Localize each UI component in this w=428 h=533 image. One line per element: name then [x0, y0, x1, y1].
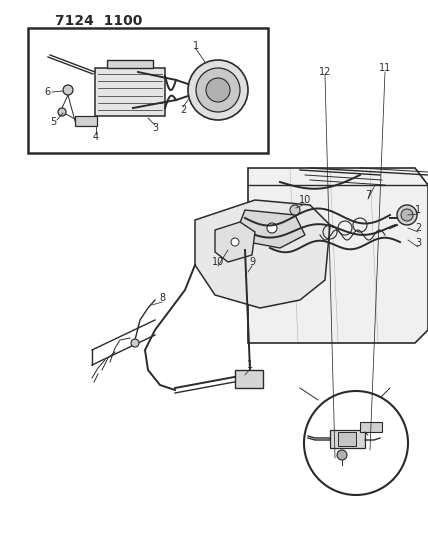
Polygon shape [215, 222, 255, 262]
Text: 10: 10 [299, 195, 311, 205]
Circle shape [196, 68, 240, 112]
Text: 12: 12 [319, 67, 331, 77]
Circle shape [231, 238, 239, 246]
Text: 3: 3 [415, 238, 421, 248]
Text: 10: 10 [212, 257, 224, 267]
Circle shape [401, 209, 413, 221]
Circle shape [290, 205, 300, 215]
Bar [338, 432, 356, 446]
Circle shape [337, 450, 347, 460]
Bar [360, 422, 382, 432]
Polygon shape [195, 200, 330, 308]
Text: 4: 4 [93, 132, 99, 142]
Bar [235, 370, 263, 388]
Text: 8: 8 [159, 293, 165, 303]
Circle shape [58, 108, 66, 116]
Text: 2: 2 [415, 223, 421, 233]
Text: 3: 3 [152, 123, 158, 133]
Text: 7: 7 [365, 190, 371, 200]
Circle shape [188, 60, 248, 120]
Text: 1: 1 [193, 41, 199, 51]
Bar [75, 116, 97, 126]
Circle shape [131, 339, 139, 347]
Bar [95, 68, 165, 116]
Text: 5: 5 [50, 117, 56, 127]
Polygon shape [248, 168, 428, 343]
Polygon shape [238, 210, 305, 248]
Text: 11: 11 [379, 63, 391, 73]
Bar [107, 60, 153, 68]
Text: 2: 2 [180, 105, 186, 115]
Text: 7124  1100: 7124 1100 [55, 14, 143, 28]
Bar [28, 28, 268, 153]
Text: 6: 6 [44, 87, 50, 97]
Text: 9: 9 [249, 257, 255, 267]
Text: 1: 1 [247, 360, 253, 370]
Circle shape [206, 78, 230, 102]
Circle shape [304, 391, 408, 495]
Circle shape [397, 205, 417, 225]
Circle shape [63, 85, 73, 95]
Bar [330, 430, 365, 448]
Circle shape [267, 223, 277, 233]
Text: 1: 1 [415, 205, 421, 215]
